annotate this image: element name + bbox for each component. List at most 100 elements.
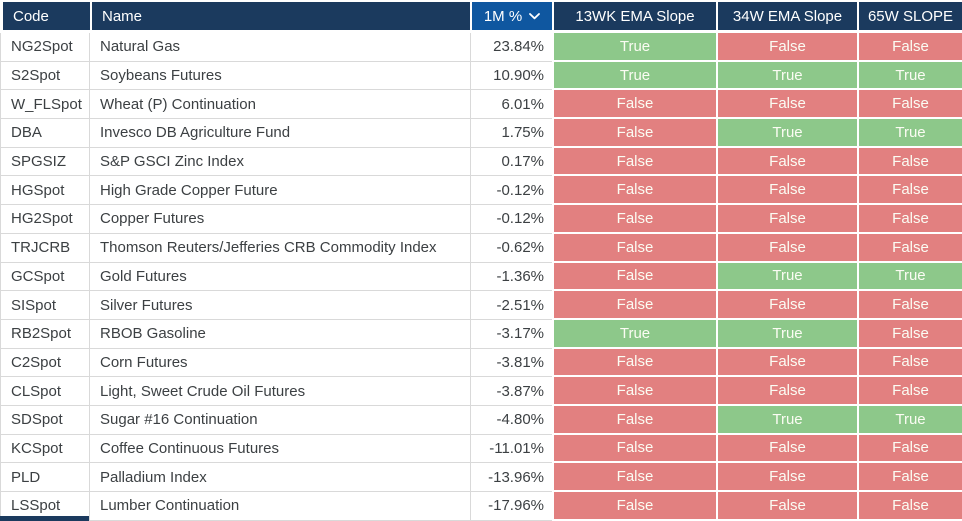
cell-65w-slope: False	[857, 205, 962, 234]
cell-13wk-ema-slope: False	[552, 463, 716, 492]
cell-code: GCSpot	[0, 262, 90, 292]
cell-1m-pct: 6.01%	[470, 90, 552, 120]
cell-1m-pct: -1.36%	[470, 262, 552, 292]
cell-name: Palladium Index	[90, 463, 470, 492]
cell-13wk-ema-slope: False	[552, 291, 716, 320]
cell-13wk-ema-slope: False	[552, 233, 716, 263]
cell-34w-ema-slope: False	[716, 90, 857, 120]
cell-65w-slope: False	[857, 147, 962, 177]
cell-65w-slope: False	[857, 233, 962, 263]
column-header-1m-pct-label: 1M %	[483, 7, 523, 25]
cell-34w-ema-slope: True	[716, 61, 857, 91]
cell-65w-slope: True	[857, 405, 962, 435]
cell-13wk-ema-slope: True	[552, 61, 716, 91]
cell-13wk-ema-slope: False	[552, 176, 716, 206]
cell-name: Corn Futures	[90, 348, 470, 378]
cell-name: Silver Futures	[90, 291, 470, 320]
cell-1m-pct: 1.75%	[470, 119, 552, 148]
cell-code: HG2Spot	[0, 205, 90, 234]
cell-code: SISpot	[0, 291, 90, 320]
cell-34w-ema-slope: False	[716, 233, 857, 263]
cell-name: S&P GSCI Zinc Index	[90, 147, 470, 177]
cell-13wk-ema-slope: False	[552, 119, 716, 148]
cell-1m-pct: -2.51%	[470, 291, 552, 320]
cell-34w-ema-slope: False	[716, 33, 857, 62]
column-header-1m-pct[interactable]: 1M %	[470, 0, 552, 33]
cell-code: SPGSIZ	[0, 147, 90, 177]
cell-34w-ema-slope: False	[716, 463, 857, 492]
cell-34w-ema-slope: False	[716, 147, 857, 177]
cell-1m-pct: 10.90%	[470, 61, 552, 91]
cell-code: LSSpot	[0, 492, 90, 521]
cell-code: PLD	[0, 463, 90, 492]
cell-13wk-ema-slope: True	[552, 319, 716, 349]
cell-name: Light, Sweet Crude Oil Futures	[90, 377, 470, 406]
cell-name: RBOB Gasoline	[90, 319, 470, 349]
cell-65w-slope: False	[857, 291, 962, 320]
cell-34w-ema-slope: False	[716, 348, 857, 378]
cell-code: CLSpot	[0, 377, 90, 406]
cell-65w-slope: False	[857, 463, 962, 492]
cell-code: RB2Spot	[0, 319, 90, 349]
cell-1m-pct: 0.17%	[470, 147, 552, 177]
cell-13wk-ema-slope: False	[552, 262, 716, 292]
cell-65w-slope: False	[857, 492, 962, 521]
cell-65w-slope: False	[857, 348, 962, 378]
cell-name: Soybeans Futures	[90, 61, 470, 91]
cell-34w-ema-slope: True	[716, 319, 857, 349]
cell-65w-slope: False	[857, 377, 962, 406]
cell-code: HGSpot	[0, 176, 90, 206]
cell-34w-ema-slope: False	[716, 492, 857, 521]
cell-code: S2Spot	[0, 61, 90, 91]
cell-34w-ema-slope: True	[716, 119, 857, 148]
column-header-code[interactable]: Code	[0, 0, 90, 33]
column-header-65w-slope[interactable]: 65W SLOPE	[857, 0, 962, 33]
cell-1m-pct: -13.96%	[470, 463, 552, 492]
cell-34w-ema-slope: False	[716, 176, 857, 206]
column-header-34w-ema-slope[interactable]: 34W EMA Slope	[716, 0, 857, 33]
cell-1m-pct: -3.17%	[470, 319, 552, 349]
cell-name: Natural Gas	[90, 33, 470, 62]
cell-65w-slope: False	[857, 176, 962, 206]
cell-65w-slope: True	[857, 61, 962, 91]
cell-1m-pct: -3.87%	[470, 377, 552, 406]
cell-13wk-ema-slope: False	[552, 205, 716, 234]
chevron-down-icon	[529, 12, 541, 19]
cell-65w-slope: True	[857, 262, 962, 292]
cell-13wk-ema-slope: False	[552, 147, 716, 177]
cell-1m-pct: -11.01%	[470, 434, 552, 464]
cell-code: TRJCRB	[0, 233, 90, 263]
cell-13wk-ema-slope: False	[552, 348, 716, 378]
cell-13wk-ema-slope: False	[552, 434, 716, 464]
cell-65w-slope: False	[857, 33, 962, 62]
cell-65w-slope: False	[857, 434, 962, 464]
cell-65w-slope: True	[857, 119, 962, 148]
cell-1m-pct: -17.96%	[470, 492, 552, 521]
cell-1m-pct: -0.62%	[470, 233, 552, 263]
cell-name: Lumber Continuation	[90, 492, 470, 521]
cell-13wk-ema-slope: False	[552, 90, 716, 120]
cell-34w-ema-slope: True	[716, 262, 857, 292]
column-header-name[interactable]: Name	[90, 0, 470, 33]
cell-code: W_FLSpot	[0, 90, 90, 120]
column-header-13wk-ema-slope[interactable]: 13WK EMA Slope	[552, 0, 716, 33]
cell-34w-ema-slope: False	[716, 291, 857, 320]
cell-34w-ema-slope: False	[716, 434, 857, 464]
cell-name: Copper Futures	[90, 205, 470, 234]
cell-name: Gold Futures	[90, 262, 470, 292]
cell-1m-pct: -0.12%	[470, 176, 552, 206]
cell-name: Sugar #16 Continuation	[90, 405, 470, 435]
cell-13wk-ema-slope: False	[552, 405, 716, 435]
next-table-header-peek	[0, 516, 89, 521]
cell-1m-pct: -0.12%	[470, 205, 552, 234]
cell-name: Coffee Continuous Futures	[90, 434, 470, 464]
cell-code: KCSpot	[0, 434, 90, 464]
cell-13wk-ema-slope: False	[552, 492, 716, 521]
cell-name: Thomson Reuters/Jefferies CRB Commodity …	[90, 233, 470, 263]
cell-name: Wheat (P) Continuation	[90, 90, 470, 120]
cell-1m-pct: -3.81%	[470, 348, 552, 378]
cell-code: SDSpot	[0, 405, 90, 435]
cell-34w-ema-slope: False	[716, 377, 857, 406]
